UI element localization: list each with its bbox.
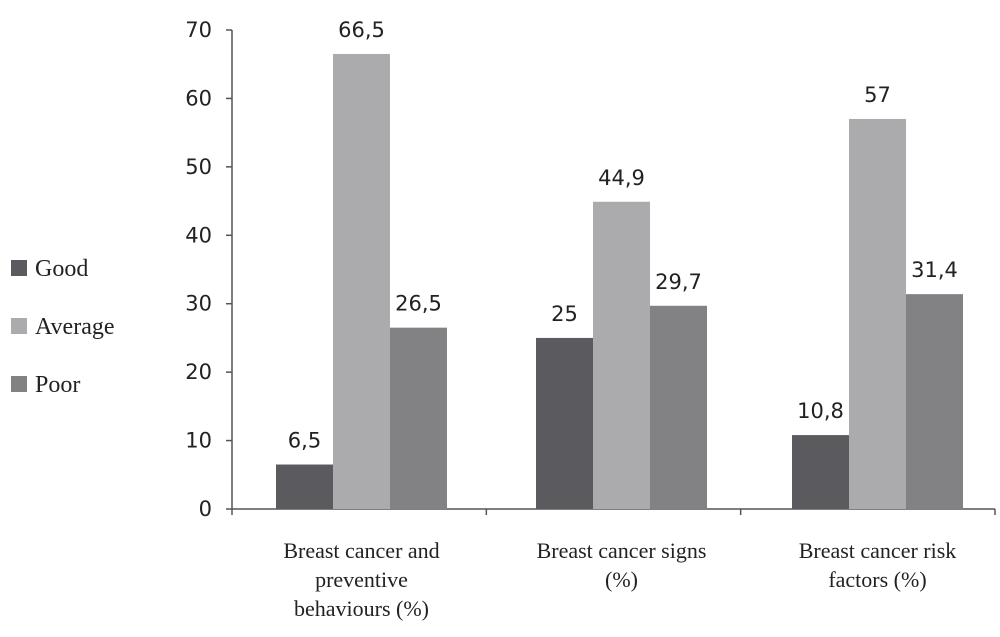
data-label-poor-3: 31,4 — [911, 258, 958, 282]
bars — [276, 53, 963, 509]
legend-label-average: Average — [35, 314, 115, 340]
bar-good-1 — [276, 464, 333, 509]
x-category-label: Breast cancer and preventive behaviours (%… — [283, 538, 439, 621]
data-label-good-3: 10,8 — [797, 399, 844, 423]
legend-swatch-poor — [11, 376, 27, 392]
bar-good-3 — [792, 435, 849, 509]
data-label-poor-1: 26,5 — [395, 292, 442, 316]
y-tick-label: 70 — [185, 18, 212, 42]
legend-swatch-average — [11, 318, 27, 334]
data-label-good-2: 25 — [551, 302, 578, 326]
y-tick-label: 40 — [185, 223, 212, 247]
data-label-poor-2: 29,7 — [655, 270, 702, 294]
y-tick-label: 60 — [185, 86, 212, 110]
data-label-average-1: 66,5 — [338, 18, 385, 42]
legend-label-good: Good — [35, 256, 88, 282]
bar-good-2 — [536, 337, 593, 509]
bar-average-2 — [593, 201, 650, 509]
legend-swatch-good — [11, 260, 27, 276]
x-axis: Breast cancer and preventive behaviours (%… — [231, 508, 996, 621]
y-tick-label: 50 — [185, 155, 212, 179]
data-labels: 6,5 25 10,8 66,5 44,9 57 26,5 29,7 31,4 — [288, 18, 958, 453]
bar-poor-1 — [390, 327, 447, 509]
y-axis: 0 10 20 30 40 50 60 70 — [185, 18, 233, 521]
legend-label-poor: Poor — [35, 372, 80, 398]
x-category-label: Breast cancer risk factors (%) — [799, 538, 957, 592]
data-label-good-1: 6,5 — [288, 429, 321, 453]
bar-average-1 — [333, 53, 390, 509]
legend: Good Average Poor — [11, 256, 115, 398]
bar-average-3 — [849, 118, 906, 509]
y-tick-label: 10 — [185, 429, 212, 453]
x-category-label: Breast cancer signs (%) — [537, 538, 707, 592]
y-tick-label: 20 — [185, 360, 212, 384]
data-label-average-2: 44,9 — [598, 166, 645, 190]
bar-poor-2 — [650, 305, 707, 509]
y-tick-label: 30 — [185, 292, 212, 316]
bar-poor-3 — [906, 294, 963, 509]
data-label-average-3: 57 — [864, 83, 891, 107]
y-tick-label: 0 — [199, 497, 212, 521]
